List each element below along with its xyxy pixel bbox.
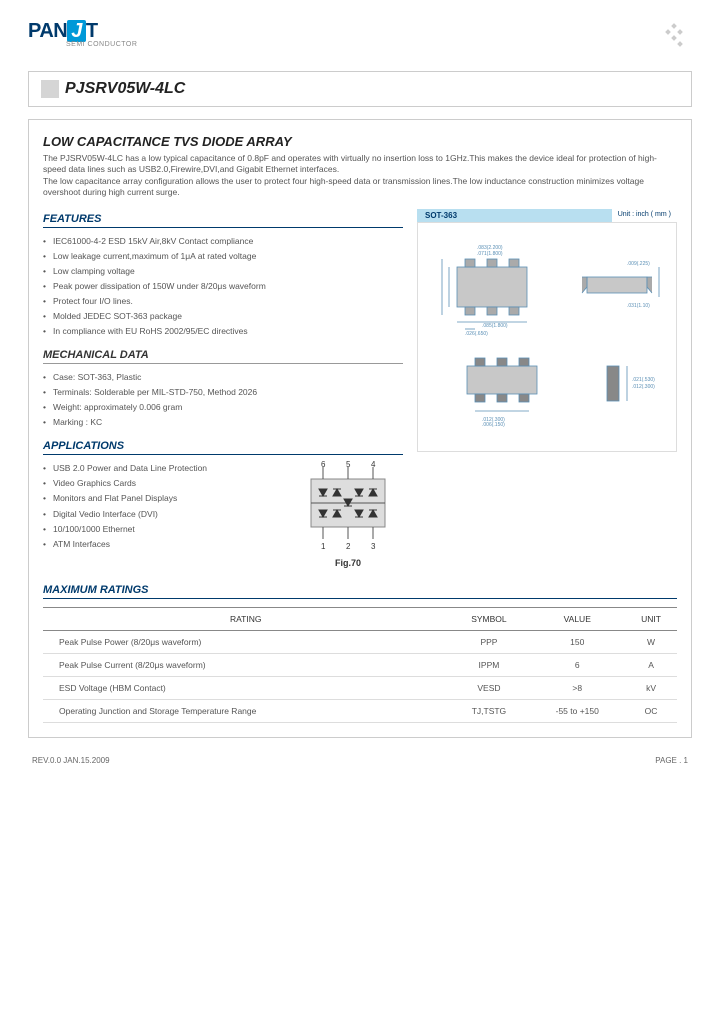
svg-text:.006(.150): .006(.150): [482, 422, 505, 428]
list-item: Case: SOT-363, Plastic: [43, 370, 403, 385]
package-name: SOT-363: [417, 209, 612, 222]
package-header: SOT-363 Unit : inch ( mm ): [417, 209, 677, 222]
list-item: ATM Interfaces: [43, 537, 273, 552]
logo-j: J: [67, 20, 86, 42]
ratings-table: RATINGSYMBOLVALUEUNIT Peak Pulse Power (…: [43, 607, 677, 723]
list-item: Terminals: Solderable per MIL-STD-750, M…: [43, 385, 403, 400]
table-row: Peak Pulse Current (8/20μs waveform)IPPM…: [43, 654, 677, 677]
table-cell: PPP: [448, 631, 529, 654]
table-cell: 6: [529, 654, 625, 677]
list-item: Molded JEDEC SOT-363 package: [43, 309, 403, 324]
features-heading: FEATURES: [43, 213, 403, 228]
logo-block: PANJT SEMI CONDUCTOR: [28, 20, 137, 48]
table-cell: VESD: [448, 677, 529, 700]
list-item: Low clamping voltage: [43, 264, 403, 279]
table-cell: Peak Pulse Power (8/20μs waveform): [43, 631, 448, 654]
mechanical-list: Case: SOT-363, PlasticTerminals: Soldera…: [43, 370, 403, 430]
svg-text:.021(.530): .021(.530): [632, 377, 655, 383]
footer-revision: REV.0.0 JAN.15.2009: [32, 756, 110, 765]
part-marker: [41, 80, 59, 98]
logo-subtitle: SEMI CONDUCTOR: [66, 41, 137, 48]
table-cell: TJ,TSTG: [448, 700, 529, 723]
table-cell: >8: [529, 677, 625, 700]
table-row: ESD Voltage (HBM Contact)VESD>8kV: [43, 677, 677, 700]
svg-text:2: 2: [346, 542, 351, 551]
list-item: Monitors and Flat Panel Displays: [43, 491, 273, 506]
footer: REV.0.0 JAN.15.2009 PAGE . 1: [28, 756, 692, 765]
table-row: Operating Junction and Storage Temperatu…: [43, 700, 677, 723]
list-item: Video Graphics Cards: [43, 476, 273, 491]
list-item: Marking : KC: [43, 415, 403, 430]
logo-pre: PAN: [28, 20, 67, 42]
svg-text:.031(1.10): .031(1.10): [627, 303, 650, 309]
table-row: Peak Pulse Power (8/20μs waveform)PPP150…: [43, 631, 677, 654]
figure-label: Fig.70: [293, 558, 403, 568]
header: PANJT SEMI CONDUCTOR: [28, 20, 692, 59]
table-cell: IPPM: [448, 654, 529, 677]
list-item: 10/100/1000 Ethernet: [43, 522, 273, 537]
applications-heading: APPLICATIONS: [43, 440, 403, 455]
svg-text:3: 3: [371, 542, 376, 551]
part-number: PJSRV05W-4LC: [65, 80, 185, 98]
table-cell: OC: [625, 700, 677, 723]
svg-text:.026(.650): .026(.650): [465, 331, 488, 337]
list-item: Weight: approximately 0.006 gram: [43, 400, 403, 415]
list-item: Low leakage current,maximum of 1μA at ra…: [43, 249, 403, 264]
table-cell: A: [625, 654, 677, 677]
list-item: Digital Vedio Interface (DVI): [43, 507, 273, 522]
svg-text:6: 6: [321, 461, 326, 469]
logo-post: T: [86, 20, 98, 42]
svg-text:4: 4: [371, 461, 376, 469]
package-column: SOT-363 Unit : inch ( mm ): [417, 209, 677, 569]
ratings-heading: MAXIMUM RATINGS: [43, 584, 677, 599]
svg-text:.085(1.800): .085(1.800): [482, 323, 508, 329]
package-drawing: .083(2.200).071(1.800) .053(1.350) .026(…: [417, 222, 677, 452]
svg-text:.009(.225): .009(.225): [627, 261, 650, 267]
table-cell: kV: [625, 677, 677, 700]
schematic-figure: 6 5 4 1 2 3 Fig.70: [293, 461, 403, 568]
list-item: USB 2.0 Power and Data Line Protection: [43, 461, 273, 476]
table-header: RATING: [43, 608, 448, 631]
table-cell: Operating Junction and Storage Temperatu…: [43, 700, 448, 723]
table-cell: -55 to +150: [529, 700, 625, 723]
features-list: IEC61000-4-2 ESD 15kV Air,8kV Contact co…: [43, 234, 403, 339]
list-item: IEC61000-4-2 ESD 15kV Air,8kV Contact co…: [43, 234, 403, 249]
table-header: UNIT: [625, 608, 677, 631]
applications-list: USB 2.0 Power and Data Line ProtectionVi…: [43, 461, 273, 551]
svg-text:.012(.300): .012(.300): [632, 384, 655, 390]
mechanical-heading: MECHANICAL DATA: [43, 349, 403, 364]
content-box: LOW CAPACITANCE TVS DIODE ARRAY The PJSR…: [28, 119, 692, 738]
part-number-box: PJSRV05W-4LC: [28, 71, 692, 107]
table-cell: 150: [529, 631, 625, 654]
svg-text:.053(1.350): .053(1.350): [427, 267, 428, 293]
page-title: LOW CAPACITANCE TVS DIODE ARRAY: [43, 134, 677, 149]
table-header: SYMBOL: [448, 608, 529, 631]
svg-text:5: 5: [346, 461, 351, 469]
description: The PJSRV05W-4LC has a low typical capac…: [43, 153, 677, 199]
list-item: Peak power dissipation of 150W under 8/2…: [43, 279, 403, 294]
left-column: FEATURES IEC61000-4-2 ESD 15kV Air,8kV C…: [43, 209, 403, 569]
svg-text:1: 1: [321, 542, 326, 551]
svg-text:.071(1.800): .071(1.800): [477, 251, 503, 257]
logo: PANJT: [28, 20, 137, 43]
list-item: In compliance with EU RoHS 2002/95/EC di…: [43, 324, 403, 339]
decoration-dots: [656, 20, 692, 59]
list-item: Protect four I/O lines.: [43, 294, 403, 309]
footer-page: PAGE . 1: [655, 756, 688, 765]
table-cell: W: [625, 631, 677, 654]
table-cell: ESD Voltage (HBM Contact): [43, 677, 448, 700]
table-header: VALUE: [529, 608, 625, 631]
package-unit: Unit : inch ( mm ): [612, 209, 677, 222]
table-cell: Peak Pulse Current (8/20μs waveform): [43, 654, 448, 677]
